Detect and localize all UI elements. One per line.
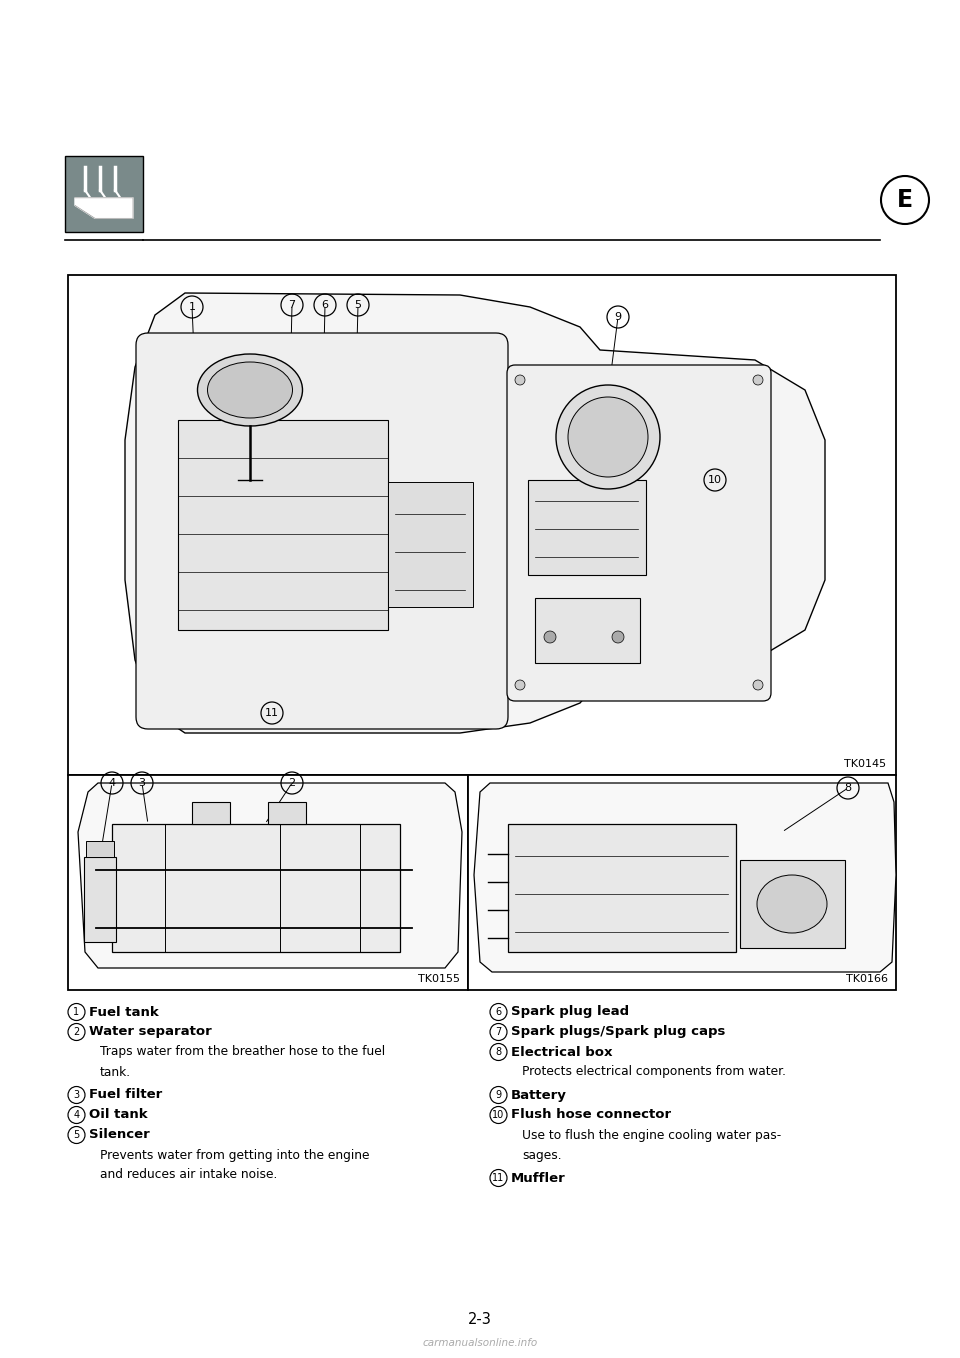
Ellipse shape — [757, 875, 827, 933]
Text: 1: 1 — [188, 301, 196, 312]
Bar — [268, 803, 306, 824]
Circle shape — [515, 375, 525, 386]
Bar — [192, 803, 230, 824]
Text: Protects electrical components from water.: Protects electrical components from wate… — [522, 1066, 786, 1078]
Bar — [112, 824, 400, 952]
FancyBboxPatch shape — [136, 333, 508, 729]
Text: Electrical box: Electrical box — [511, 1046, 612, 1058]
Text: 3: 3 — [138, 778, 146, 788]
Bar — [86, 841, 114, 857]
Text: Silencer: Silencer — [89, 1128, 150, 1142]
Bar — [68, 775, 468, 990]
Circle shape — [515, 680, 525, 690]
Text: Use to flush the engine cooling water pas-: Use to flush the engine cooling water pa… — [522, 1128, 781, 1142]
Text: 3: 3 — [73, 1090, 80, 1100]
Text: sages.: sages. — [522, 1149, 562, 1161]
Circle shape — [568, 397, 648, 477]
Text: 9: 9 — [495, 1090, 501, 1100]
Text: 1: 1 — [73, 1008, 80, 1017]
Bar — [65, 156, 143, 232]
Text: TK0155: TK0155 — [418, 974, 460, 985]
FancyBboxPatch shape — [507, 365, 771, 701]
Text: 8: 8 — [495, 1047, 501, 1057]
Bar — [535, 598, 640, 663]
Text: 11: 11 — [492, 1173, 505, 1183]
Polygon shape — [75, 198, 133, 219]
Circle shape — [753, 680, 763, 690]
Text: 2: 2 — [288, 778, 296, 788]
Text: 7: 7 — [288, 300, 296, 310]
Text: Oil tank: Oil tank — [89, 1108, 148, 1122]
Text: 2: 2 — [73, 1027, 80, 1038]
Text: Prevents water from getting into the engine: Prevents water from getting into the eng… — [100, 1149, 370, 1161]
Text: and reduces air intake noise.: and reduces air intake noise. — [100, 1168, 277, 1181]
Polygon shape — [78, 784, 462, 968]
Circle shape — [753, 375, 763, 386]
Bar — [508, 824, 736, 952]
Text: carmanualsonline.info: carmanualsonline.info — [422, 1338, 538, 1348]
Text: TK0145: TK0145 — [844, 759, 886, 769]
Text: Spark plugs/Spark plug caps: Spark plugs/Spark plug caps — [511, 1025, 726, 1039]
Circle shape — [556, 386, 660, 489]
Bar — [740, 860, 845, 948]
Text: 6: 6 — [495, 1008, 501, 1017]
Text: E: E — [897, 187, 913, 212]
Ellipse shape — [207, 363, 293, 418]
Bar — [528, 479, 646, 574]
Text: 9: 9 — [614, 312, 621, 322]
Text: 5: 5 — [354, 300, 362, 310]
Text: Traps water from the breather hose to the fuel: Traps water from the breather hose to th… — [100, 1046, 385, 1058]
Text: Water separator: Water separator — [89, 1025, 212, 1039]
Text: 8: 8 — [845, 784, 852, 793]
Ellipse shape — [198, 354, 302, 426]
Circle shape — [544, 631, 556, 642]
Text: 11: 11 — [265, 708, 279, 718]
Bar — [468, 775, 896, 990]
Text: Fuel filter: Fuel filter — [89, 1089, 162, 1101]
Text: 5: 5 — [73, 1130, 80, 1139]
Polygon shape — [474, 784, 896, 972]
Bar — [178, 420, 388, 630]
Bar — [84, 857, 116, 942]
Polygon shape — [125, 293, 825, 733]
Text: Fuel tank: Fuel tank — [89, 1005, 158, 1018]
Text: 10: 10 — [492, 1109, 505, 1120]
Circle shape — [612, 631, 624, 642]
Text: TK0166: TK0166 — [846, 974, 888, 985]
Text: Muffler: Muffler — [511, 1172, 565, 1184]
Text: Spark plug lead: Spark plug lead — [511, 1005, 629, 1018]
Text: 4: 4 — [108, 778, 115, 788]
Bar — [388, 482, 473, 607]
Text: 7: 7 — [495, 1027, 502, 1038]
Text: 2-3: 2-3 — [468, 1312, 492, 1328]
Text: 10: 10 — [708, 475, 722, 485]
Text: Battery: Battery — [511, 1089, 566, 1101]
Text: 4: 4 — [73, 1109, 80, 1120]
Text: tank.: tank. — [100, 1066, 132, 1078]
Text: Flush hose connector: Flush hose connector — [511, 1108, 671, 1122]
Text: 6: 6 — [322, 300, 328, 310]
Bar — [68, 276, 896, 775]
